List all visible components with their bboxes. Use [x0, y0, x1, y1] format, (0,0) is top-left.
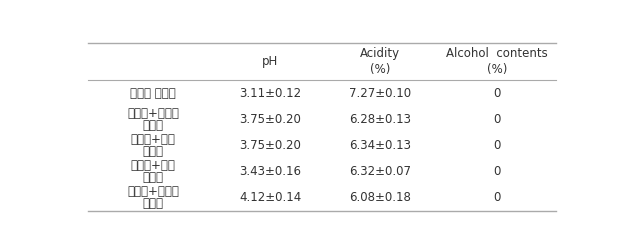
- Text: Alcohol  contents: Alcohol contents: [447, 48, 548, 61]
- Text: Acidity: Acidity: [360, 48, 401, 61]
- Text: 발효물: 발효물: [143, 197, 164, 210]
- Text: 발효물: 발효물: [143, 171, 164, 184]
- Text: 3.75±0.20: 3.75±0.20: [239, 139, 301, 152]
- Text: 발효물: 발효물: [143, 119, 164, 132]
- Text: 무화과+음나무: 무화과+음나무: [127, 185, 179, 198]
- Text: 무화과 발효물: 무화과 발효물: [130, 87, 176, 100]
- Text: 0: 0: [493, 139, 501, 152]
- Text: 무화과+깨순: 무화과+깨순: [131, 159, 176, 172]
- Text: 6.08±0.18: 6.08±0.18: [350, 191, 411, 204]
- Text: (%): (%): [487, 63, 508, 76]
- Text: 3.75±0.20: 3.75±0.20: [239, 113, 301, 126]
- Text: 6.32±0.07: 6.32±0.07: [350, 165, 411, 178]
- Text: 발효물: 발효물: [143, 145, 164, 158]
- Text: 4.12±0.14: 4.12±0.14: [239, 191, 302, 204]
- Text: 0: 0: [493, 165, 501, 178]
- Text: 6.34±0.13: 6.34±0.13: [350, 139, 411, 152]
- Text: 0: 0: [493, 113, 501, 126]
- Text: pH: pH: [262, 55, 278, 68]
- Text: (%): (%): [370, 63, 391, 76]
- Text: 6.28±0.13: 6.28±0.13: [350, 113, 411, 126]
- Text: 0: 0: [493, 87, 501, 100]
- Text: 무화과+노니: 무화과+노니: [131, 133, 176, 146]
- Text: 무화과+고춧잎: 무화과+고춧잎: [127, 107, 179, 120]
- Text: 3.11±0.12: 3.11±0.12: [239, 87, 302, 100]
- Text: 7.27±0.10: 7.27±0.10: [349, 87, 411, 100]
- Text: 0: 0: [493, 191, 501, 204]
- Text: 3.43±0.16: 3.43±0.16: [239, 165, 301, 178]
